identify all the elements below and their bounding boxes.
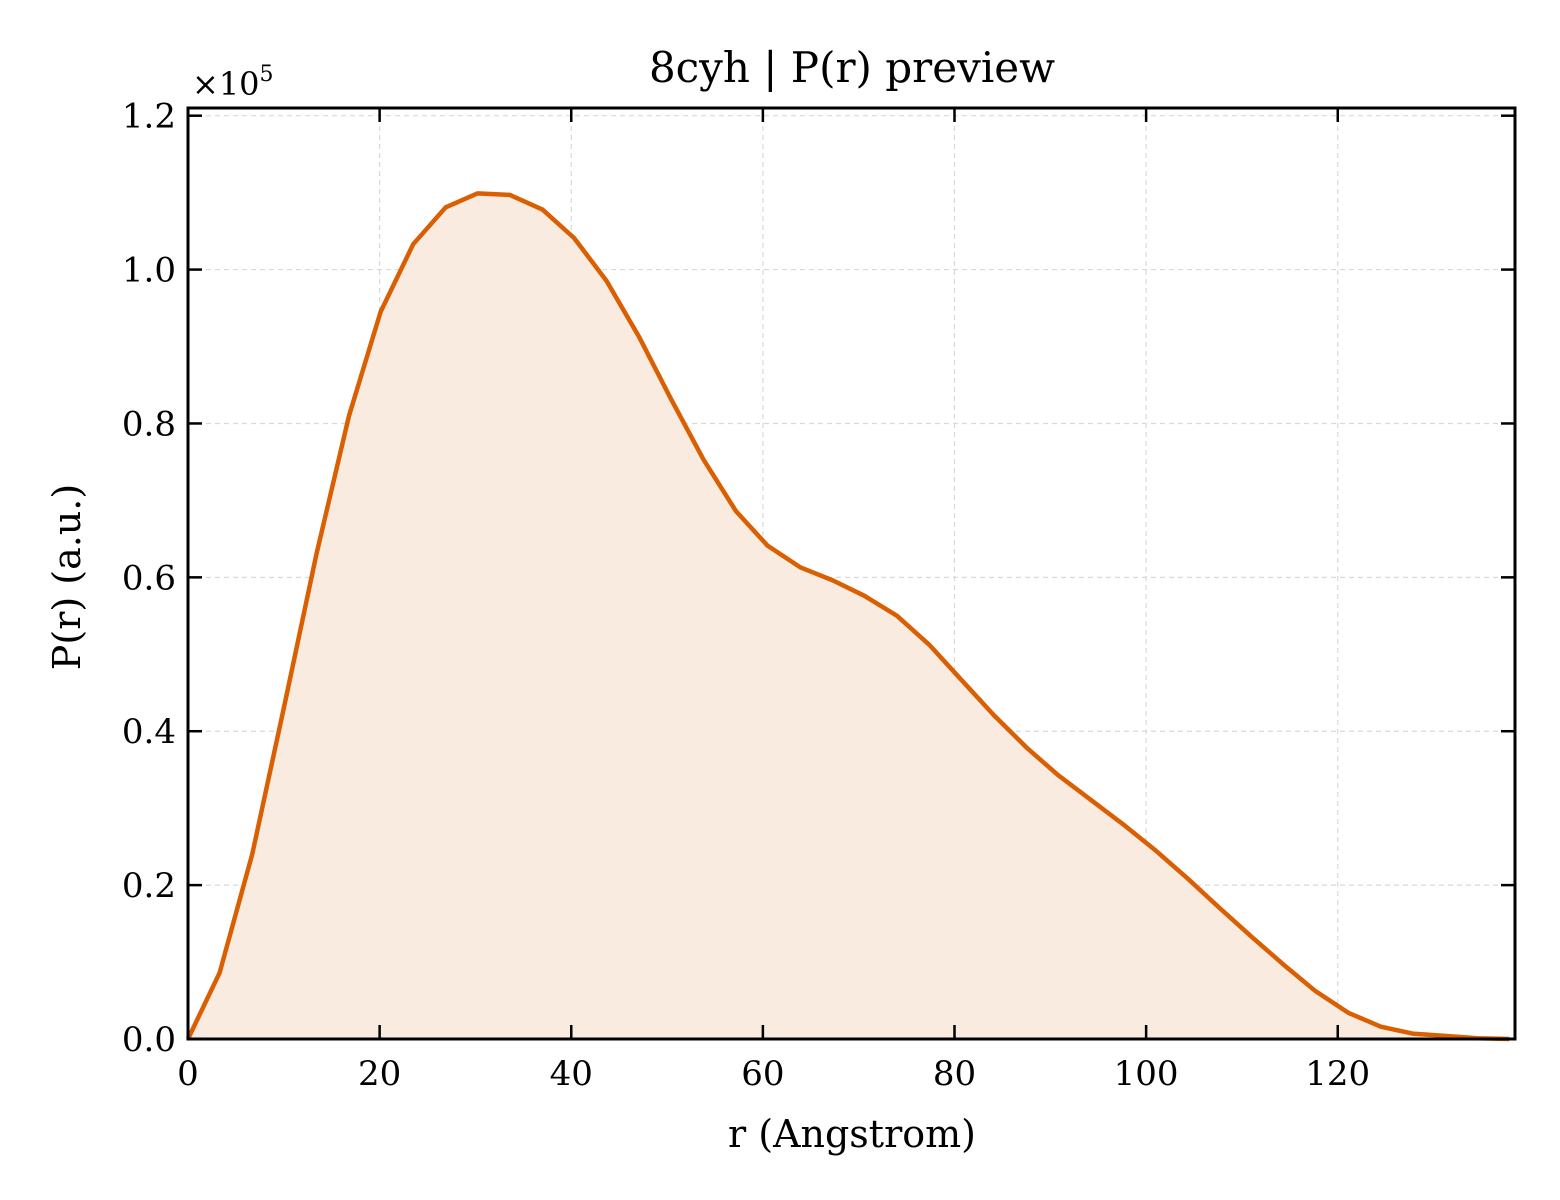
- y-tick-label: 0.6: [122, 558, 176, 598]
- x-tick-label: 120: [1305, 1054, 1370, 1094]
- y-tick-label: 0.4: [122, 712, 176, 752]
- y-tick-label: 0.8: [122, 404, 176, 444]
- x-tick-label: 100: [1114, 1054, 1179, 1094]
- series-line: [185, 191, 1510, 1042]
- x-axis-label: r (Angstrom): [728, 1112, 976, 1156]
- y-axis-multiplier: ×105: [192, 62, 274, 103]
- x-tick-label: 20: [358, 1054, 401, 1094]
- x-tick-label: 40: [550, 1054, 593, 1094]
- y-tick-label: 1.2: [122, 97, 176, 137]
- y-axis-label: P(r) (a.u.): [45, 484, 89, 670]
- plot-frame: [186, 106, 1517, 1041]
- y-tick-label: 1.0: [122, 251, 176, 291]
- y-tick-label: 0.0: [122, 1020, 176, 1060]
- x-tick-label: 0: [177, 1054, 199, 1094]
- x-tick-label: 60: [741, 1054, 784, 1094]
- axis-ticks: 0 20 40 60 80 100 120 0.0 0.2 0.4 0.6 0.8 1.0 1.2: [122, 97, 1515, 1094]
- area-fill: [188, 193, 1510, 1039]
- x-tick-label: 80: [933, 1054, 976, 1094]
- y-tick-label: 0.2: [122, 866, 176, 906]
- chart-title: 8cyh | P(r) preview: [649, 43, 1055, 92]
